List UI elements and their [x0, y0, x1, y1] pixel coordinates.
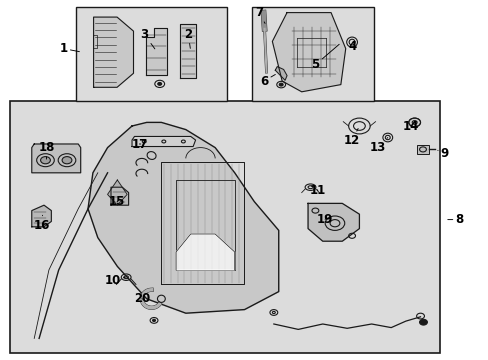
Text: 6: 6 — [260, 75, 275, 87]
Circle shape — [62, 157, 72, 164]
Text: 1: 1 — [60, 42, 79, 55]
Text: 17: 17 — [131, 138, 147, 150]
Polygon shape — [32, 205, 51, 227]
Polygon shape — [307, 203, 359, 241]
Text: 20: 20 — [133, 292, 150, 305]
Bar — [10, 101, 439, 353]
Text: 16: 16 — [33, 215, 50, 231]
Polygon shape — [180, 24, 196, 78]
Polygon shape — [272, 13, 345, 92]
Ellipse shape — [408, 118, 420, 127]
Text: 15: 15 — [109, 195, 125, 208]
Text: 8: 8 — [447, 213, 463, 226]
Polygon shape — [32, 144, 81, 173]
Polygon shape — [132, 136, 195, 147]
Polygon shape — [176, 234, 234, 270]
Polygon shape — [275, 67, 286, 80]
Polygon shape — [111, 187, 128, 205]
Text: 12: 12 — [343, 129, 360, 147]
Text: 19: 19 — [316, 213, 333, 226]
Text: 3: 3 — [140, 28, 155, 49]
Circle shape — [419, 319, 427, 325]
Bar — [416, 145, 428, 154]
Polygon shape — [107, 180, 127, 205]
Bar — [251, 7, 373, 101]
Circle shape — [279, 83, 283, 86]
Circle shape — [152, 319, 155, 321]
Polygon shape — [88, 122, 278, 313]
Text: 7: 7 — [255, 6, 264, 23]
Text: 11: 11 — [309, 184, 325, 197]
Text: 9: 9 — [437, 147, 448, 159]
Text: 2: 2 — [184, 28, 192, 48]
Bar — [76, 7, 227, 101]
Text: 14: 14 — [402, 120, 418, 132]
Text: 4: 4 — [347, 40, 355, 53]
Circle shape — [41, 157, 50, 164]
Polygon shape — [93, 17, 133, 87]
Text: 5: 5 — [311, 44, 339, 71]
Text: 10: 10 — [104, 274, 125, 287]
Polygon shape — [145, 28, 167, 75]
Circle shape — [158, 82, 162, 85]
Text: 18: 18 — [38, 141, 55, 159]
Text: 13: 13 — [369, 138, 387, 154]
